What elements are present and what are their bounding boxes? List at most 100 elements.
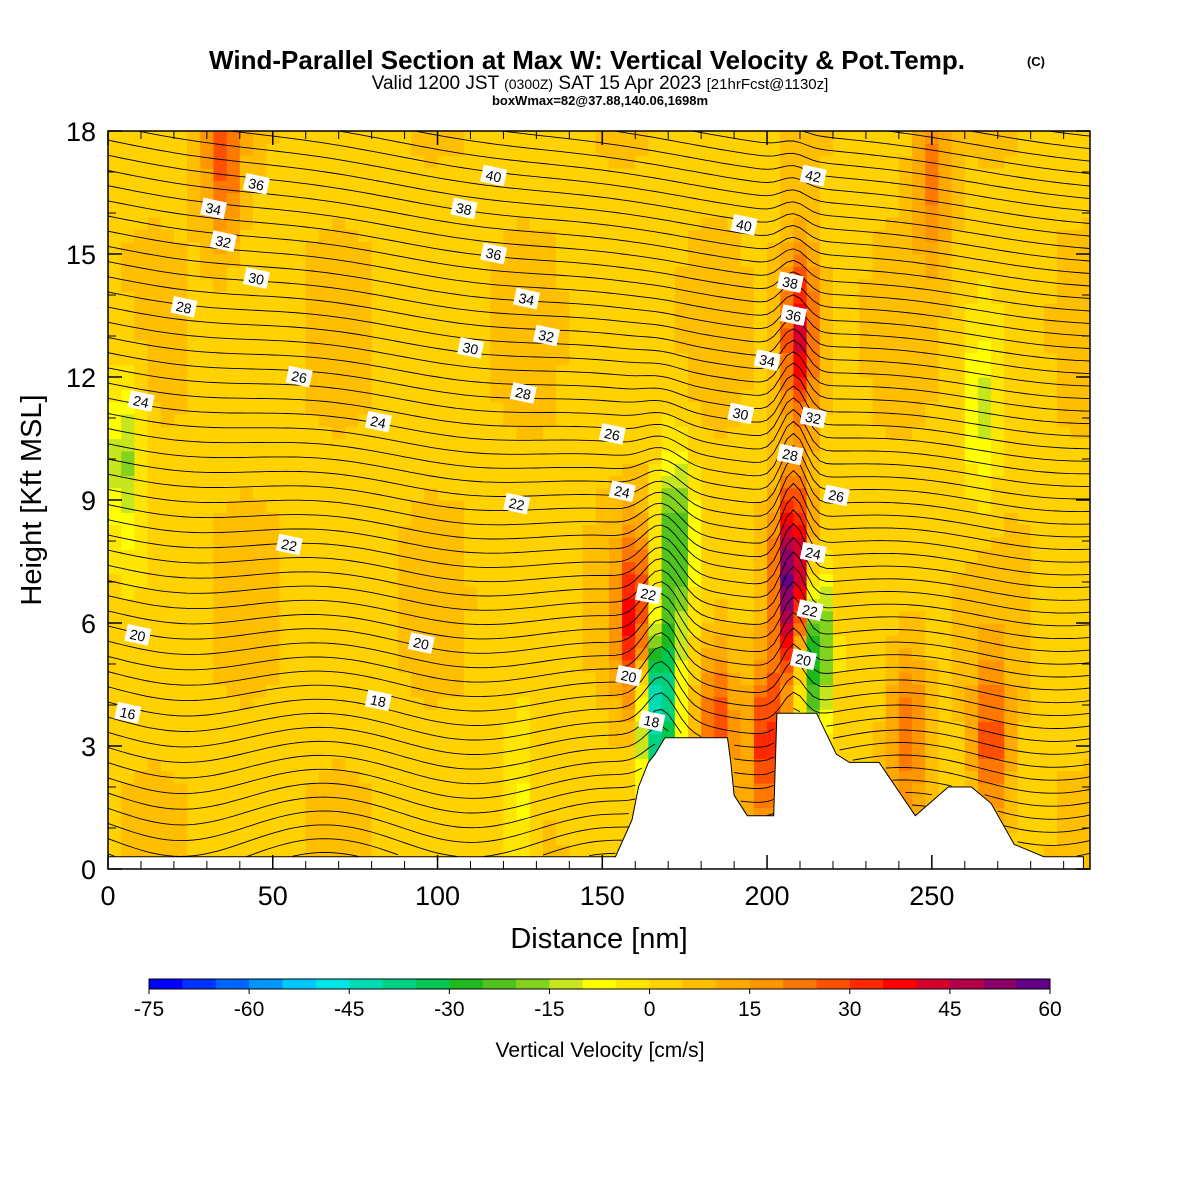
w-cell bbox=[925, 340, 939, 353]
w-cell bbox=[318, 844, 333, 858]
w-cell bbox=[318, 463, 333, 476]
w-cell bbox=[437, 795, 452, 809]
w-cell bbox=[266, 315, 280, 329]
w-cell bbox=[358, 352, 373, 366]
w-cell bbox=[925, 192, 939, 206]
w-cell bbox=[332, 758, 346, 772]
w-cell bbox=[266, 413, 280, 427]
w-cell bbox=[1070, 241, 1084, 255]
w-cell bbox=[1030, 254, 1045, 267]
w-cell bbox=[253, 487, 267, 501]
w-cell bbox=[648, 352, 663, 366]
w-cell bbox=[1004, 561, 1019, 575]
w-cell bbox=[661, 401, 676, 415]
contour-label-bg bbox=[480, 164, 508, 187]
w-cell bbox=[463, 807, 478, 821]
w-cell bbox=[951, 327, 966, 341]
w-cell bbox=[1030, 131, 1045, 144]
w-cell bbox=[160, 733, 175, 747]
w-cell bbox=[424, 524, 439, 538]
w-cell bbox=[1043, 832, 1058, 845]
w-cell bbox=[1030, 241, 1045, 255]
w-cell bbox=[292, 475, 307, 489]
w-cell bbox=[253, 807, 267, 821]
w-cell bbox=[398, 573, 412, 587]
w-cell bbox=[384, 278, 399, 292]
w-cell bbox=[463, 303, 478, 317]
w-cell bbox=[780, 180, 794, 194]
w-cell bbox=[819, 573, 834, 587]
w-cell bbox=[239, 364, 254, 378]
w-cell bbox=[608, 401, 623, 415]
w-cell bbox=[898, 524, 913, 538]
w-cell bbox=[701, 303, 715, 317]
w-cell bbox=[226, 672, 241, 686]
w-cell bbox=[991, 401, 1005, 415]
w-cell bbox=[398, 278, 412, 292]
w-cell bbox=[846, 721, 860, 735]
w-cell bbox=[1070, 647, 1084, 661]
w-cell bbox=[859, 586, 874, 599]
w-cell bbox=[173, 131, 188, 144]
contour-label-text: 34 bbox=[517, 290, 536, 309]
w-cell bbox=[371, 635, 386, 649]
theta-contour bbox=[108, 546, 1090, 614]
w-cell bbox=[1043, 561, 1058, 575]
w-cell bbox=[490, 807, 505, 821]
w-cell bbox=[503, 524, 518, 538]
w-cell bbox=[477, 463, 491, 476]
colorbar-swatch bbox=[983, 979, 1018, 989]
w-cell bbox=[753, 438, 768, 452]
w-cell bbox=[226, 819, 241, 833]
w-cell bbox=[332, 475, 346, 489]
w-cell bbox=[108, 598, 122, 612]
w-cell bbox=[938, 684, 953, 698]
w-cell bbox=[503, 549, 518, 563]
w-cell bbox=[477, 266, 491, 280]
w-cell bbox=[108, 561, 122, 575]
w-cell bbox=[622, 512, 636, 526]
w-cell bbox=[398, 463, 412, 476]
w-cell bbox=[345, 586, 360, 599]
w-cell bbox=[266, 340, 280, 353]
w-cell bbox=[1057, 844, 1071, 858]
contour-label-bg bbox=[457, 337, 485, 359]
w-cell bbox=[885, 524, 900, 538]
w-cell bbox=[635, 131, 649, 144]
w-cell bbox=[648, 364, 663, 378]
w-cell bbox=[147, 364, 162, 378]
w-cell bbox=[1017, 303, 1032, 317]
w-cell bbox=[727, 266, 742, 280]
w-cell bbox=[358, 180, 373, 194]
w-cell bbox=[121, 352, 135, 366]
w-cell bbox=[740, 524, 755, 538]
w-cell bbox=[503, 217, 518, 230]
w-cell bbox=[622, 254, 636, 267]
w-cell bbox=[200, 598, 215, 612]
w-cell bbox=[463, 254, 478, 267]
contour-label-bg bbox=[727, 402, 755, 425]
w-cell bbox=[1043, 426, 1058, 440]
w-cell bbox=[1070, 377, 1084, 390]
w-cell bbox=[898, 487, 913, 501]
w-cell bbox=[1004, 143, 1019, 157]
w-cell bbox=[279, 327, 294, 341]
w-cell bbox=[1017, 807, 1032, 821]
w-cell bbox=[424, 696, 439, 710]
w-cell bbox=[187, 487, 201, 501]
w-cell bbox=[753, 561, 768, 575]
w-cell bbox=[991, 426, 1005, 440]
w-cell bbox=[582, 524, 597, 538]
w-cell bbox=[200, 746, 215, 759]
w-cell bbox=[384, 303, 399, 317]
w-cell bbox=[582, 758, 597, 772]
w-cell bbox=[608, 143, 623, 157]
w-cell bbox=[912, 487, 926, 501]
w-cell bbox=[332, 229, 346, 243]
w-cell bbox=[912, 758, 926, 772]
w-cell bbox=[964, 413, 979, 427]
colorbar-swatch bbox=[482, 979, 517, 989]
w-cell bbox=[1030, 475, 1045, 489]
w-cell bbox=[477, 635, 491, 649]
w-cell bbox=[925, 487, 939, 501]
